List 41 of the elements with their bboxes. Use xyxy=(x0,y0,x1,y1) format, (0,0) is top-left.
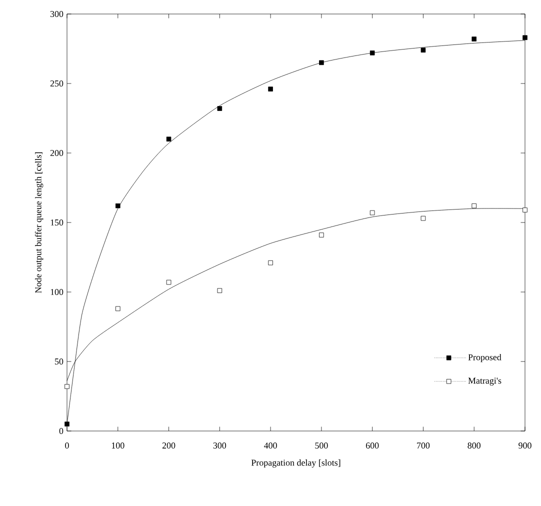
point xyxy=(166,136,172,142)
point xyxy=(420,48,426,53)
x-tick-label: 100 xyxy=(112,442,124,449)
x-tick-label: 900 xyxy=(518,442,532,449)
point xyxy=(522,35,528,40)
y-tick-label: 250 xyxy=(50,80,64,87)
x-tick-label: 500 xyxy=(315,442,328,449)
point xyxy=(115,306,120,312)
point xyxy=(319,232,324,238)
point xyxy=(370,50,375,56)
legend-label: Proposed xyxy=(468,354,502,362)
y-tick-label: 150 xyxy=(50,219,64,226)
y-tick-label: 0 xyxy=(59,428,64,434)
y-axis-title: Node output buffer queue length [cells] xyxy=(34,152,44,293)
x-tick-label: 400 xyxy=(264,442,277,449)
point xyxy=(420,216,426,221)
x-axis-title: Propagation delay [slots] xyxy=(251,459,340,468)
point xyxy=(268,86,273,92)
x-tick-label: 200 xyxy=(162,442,176,449)
y-tick-label: 50 xyxy=(55,358,64,365)
point xyxy=(522,208,528,212)
y-tick-label: 200 xyxy=(50,150,64,156)
x-tick-label: 600 xyxy=(366,442,379,449)
point xyxy=(115,203,120,208)
point xyxy=(472,203,476,208)
point xyxy=(217,106,222,111)
y-tick-label: 300 xyxy=(50,10,64,18)
point xyxy=(64,384,70,389)
point xyxy=(64,422,70,426)
x-tick-label: 300 xyxy=(213,442,226,449)
point xyxy=(166,280,172,285)
legend-label: Matragi's xyxy=(468,378,502,386)
point xyxy=(370,210,375,216)
y-tick-label: 100 xyxy=(50,288,64,296)
point xyxy=(268,260,273,266)
point xyxy=(217,288,222,293)
x-tick-label: 800 xyxy=(468,442,480,449)
point xyxy=(472,36,476,42)
point xyxy=(319,60,324,66)
x-tick-label: 0 xyxy=(65,442,69,449)
x-tick-label: 700 xyxy=(417,442,430,449)
